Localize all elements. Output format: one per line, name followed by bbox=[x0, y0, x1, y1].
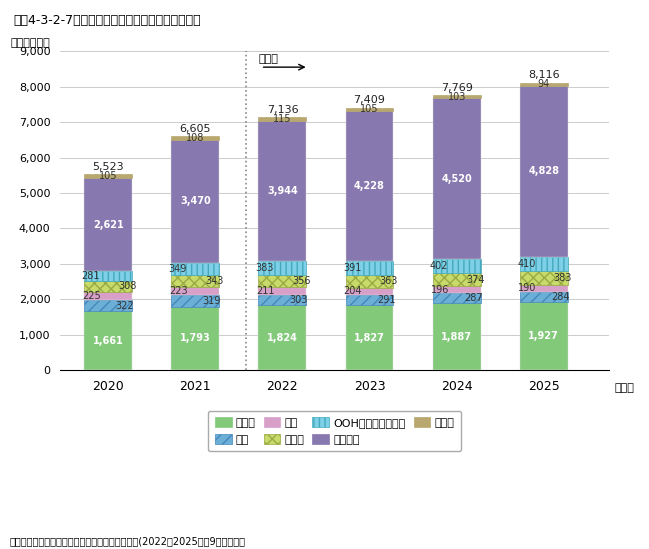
Bar bbox=[433, 259, 481, 273]
Text: 1,827: 1,827 bbox=[354, 333, 385, 343]
Bar bbox=[433, 98, 481, 259]
Legend: テレビ, 新聆, 雑誌, ラジオ, OOH（屋外／交通）, デジタル, その他: テレビ, 新聆, 雑誌, ラジオ, OOH（屋外／交通）, デジタル, その他 bbox=[208, 411, 461, 451]
Bar bbox=[171, 295, 219, 306]
Bar bbox=[84, 300, 132, 311]
Bar bbox=[520, 302, 568, 370]
Text: 287: 287 bbox=[464, 293, 482, 303]
Text: 190: 190 bbox=[518, 283, 536, 293]
Bar bbox=[520, 271, 568, 285]
Text: （年）: （年） bbox=[615, 383, 635, 393]
Text: 4,828: 4,828 bbox=[528, 166, 559, 176]
Text: 1,887: 1,887 bbox=[441, 332, 472, 341]
Bar bbox=[258, 121, 306, 261]
Text: 303: 303 bbox=[289, 295, 308, 305]
Text: 349: 349 bbox=[169, 264, 187, 274]
Bar bbox=[258, 295, 306, 305]
Text: 3,944: 3,944 bbox=[267, 186, 298, 196]
Bar bbox=[345, 305, 393, 370]
Text: 1,824: 1,824 bbox=[267, 333, 298, 343]
Bar bbox=[258, 117, 306, 121]
Text: 374: 374 bbox=[467, 274, 485, 284]
Bar bbox=[84, 292, 132, 300]
Bar bbox=[345, 275, 393, 288]
Text: 108: 108 bbox=[186, 133, 204, 143]
Text: 図补4-3-2-7　世界の媒体別広告費の推移及び予測: 図补4-3-2-7 世界の媒体別広告費の推移及び予測 bbox=[13, 14, 201, 27]
Bar bbox=[84, 271, 132, 281]
Bar bbox=[84, 178, 132, 271]
Text: 7,136: 7,136 bbox=[267, 105, 299, 115]
Text: 402: 402 bbox=[430, 261, 448, 271]
Text: 4,228: 4,228 bbox=[354, 181, 385, 191]
Text: 383: 383 bbox=[256, 263, 274, 273]
Text: 1,793: 1,793 bbox=[180, 333, 211, 343]
Bar bbox=[258, 274, 306, 287]
Bar bbox=[345, 261, 393, 275]
Bar bbox=[433, 293, 481, 303]
Bar bbox=[433, 286, 481, 293]
Text: 7,409: 7,409 bbox=[354, 96, 386, 105]
Bar bbox=[84, 175, 132, 178]
Text: 308: 308 bbox=[118, 282, 136, 292]
Bar bbox=[520, 82, 568, 86]
Text: 343: 343 bbox=[205, 276, 224, 287]
Text: 284: 284 bbox=[551, 292, 570, 302]
Text: 105: 105 bbox=[360, 104, 379, 114]
Bar bbox=[171, 287, 219, 295]
Text: 103: 103 bbox=[447, 92, 466, 102]
Bar bbox=[433, 303, 481, 370]
Text: 319: 319 bbox=[202, 296, 221, 306]
Bar bbox=[171, 306, 219, 370]
Text: 115: 115 bbox=[273, 114, 291, 124]
Text: 1,927: 1,927 bbox=[528, 331, 559, 341]
Text: 211: 211 bbox=[256, 286, 275, 296]
Bar bbox=[345, 111, 393, 261]
Text: 196: 196 bbox=[431, 284, 449, 295]
Text: 225: 225 bbox=[82, 291, 101, 301]
Bar bbox=[520, 292, 568, 302]
Text: （出典）電通グループ「世界の広告費成長率予測(2022～2025）」9を基に作成: （出典）電通グループ「世界の広告費成長率予測(2022～2025）」9を基に作成 bbox=[10, 536, 246, 546]
Bar bbox=[345, 108, 393, 111]
Text: 356: 356 bbox=[292, 276, 311, 286]
Text: 322: 322 bbox=[116, 300, 134, 311]
Bar bbox=[345, 295, 393, 305]
Text: 410: 410 bbox=[517, 259, 535, 269]
Text: 6,605: 6,605 bbox=[180, 124, 211, 134]
Bar bbox=[520, 285, 568, 292]
Text: 391: 391 bbox=[343, 263, 361, 273]
Bar bbox=[520, 257, 568, 271]
Bar bbox=[258, 305, 306, 370]
Text: 2,621: 2,621 bbox=[93, 220, 123, 229]
Bar bbox=[520, 86, 568, 257]
Text: 8,116: 8,116 bbox=[528, 70, 559, 80]
Text: 4,520: 4,520 bbox=[441, 173, 472, 183]
Text: 291: 291 bbox=[377, 295, 395, 305]
Text: 383: 383 bbox=[554, 273, 572, 283]
Text: 363: 363 bbox=[380, 276, 398, 287]
Text: 5,523: 5,523 bbox=[92, 163, 124, 172]
Bar bbox=[433, 95, 481, 98]
Bar bbox=[345, 288, 393, 295]
Bar bbox=[433, 273, 481, 286]
Text: 204: 204 bbox=[344, 287, 362, 296]
Bar bbox=[171, 136, 219, 140]
Bar bbox=[171, 275, 219, 287]
Bar bbox=[258, 287, 306, 295]
Text: 94: 94 bbox=[537, 79, 550, 89]
Text: 予測値: 予測値 bbox=[259, 54, 279, 64]
Text: 7,769: 7,769 bbox=[441, 83, 472, 93]
Text: 3,470: 3,470 bbox=[180, 197, 211, 206]
Bar bbox=[171, 263, 219, 275]
Bar bbox=[84, 311, 132, 370]
Bar bbox=[171, 140, 219, 263]
Text: （億米ドル）: （億米ドル） bbox=[11, 38, 51, 48]
Text: 281: 281 bbox=[82, 271, 100, 281]
Text: 105: 105 bbox=[99, 171, 117, 181]
Bar bbox=[258, 261, 306, 274]
Text: 223: 223 bbox=[169, 287, 188, 296]
Text: 1,661: 1,661 bbox=[93, 335, 123, 346]
Bar bbox=[84, 281, 132, 292]
